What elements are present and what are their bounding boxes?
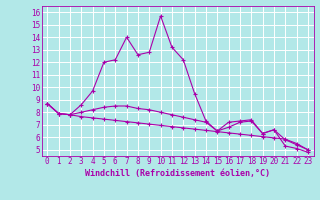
- X-axis label: Windchill (Refroidissement éolien,°C): Windchill (Refroidissement éolien,°C): [85, 169, 270, 178]
